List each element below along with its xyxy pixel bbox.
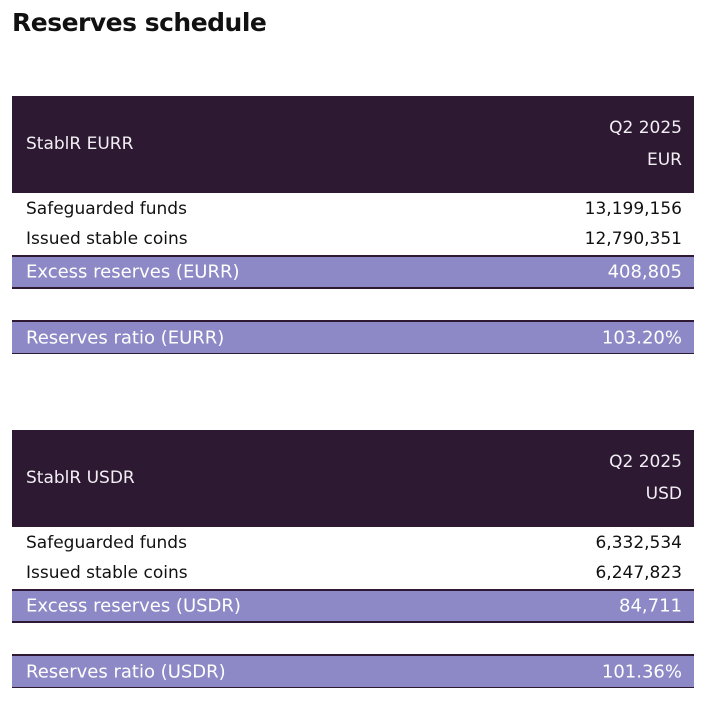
- row-value: 13,199,156: [584, 199, 682, 219]
- period: Q2 2025: [609, 118, 682, 138]
- currency: EUR: [647, 150, 682, 170]
- table-row: Issued stable coins 6,247,823: [12, 558, 694, 588]
- table-name: StablR EURR: [26, 134, 134, 154]
- ratio-row: Reserves ratio (EURR) 103.20%: [12, 320, 694, 354]
- ratio-value: 103.20%: [601, 327, 682, 348]
- table-row: Safeguarded funds 6,332,534: [12, 528, 694, 558]
- ratio-label: Reserves ratio (USDR): [26, 661, 226, 682]
- currency: USD: [645, 484, 682, 504]
- row-value: 12,790,351: [584, 229, 682, 249]
- page-title: Reserves schedule: [12, 8, 267, 37]
- row-value: 6,247,823: [595, 563, 682, 583]
- table-row: Safeguarded funds 13,199,156: [12, 194, 694, 224]
- excess-label: Excess reserves (USDR): [26, 595, 241, 617]
- row-label: Safeguarded funds: [26, 533, 187, 553]
- excess-row: Excess reserves (EURR) 408,805: [12, 255, 694, 289]
- ratio-label: Reserves ratio (EURR): [26, 327, 225, 348]
- excess-value: 408,805: [607, 261, 682, 283]
- excess-label: Excess reserves (EURR): [26, 261, 240, 283]
- row-value: 6,332,534: [595, 533, 682, 553]
- ratio-value: 101.36%: [601, 661, 682, 682]
- excess-value: 84,711: [619, 595, 682, 617]
- table-name: StablR USDR: [26, 468, 135, 488]
- ratio-row: Reserves ratio (USDR) 101.36%: [12, 654, 694, 688]
- row-label: Issued stable coins: [26, 563, 188, 583]
- excess-row: Excess reserves (USDR) 84,711: [12, 589, 694, 623]
- row-label: Safeguarded funds: [26, 199, 187, 219]
- table-row: Issued stable coins 12,790,351: [12, 224, 694, 254]
- table-header: StablR EURR Q2 2025 EUR: [12, 96, 694, 193]
- period: Q2 2025: [609, 452, 682, 472]
- table-header: StablR USDR Q2 2025 USD: [12, 430, 694, 527]
- row-label: Issued stable coins: [26, 229, 188, 249]
